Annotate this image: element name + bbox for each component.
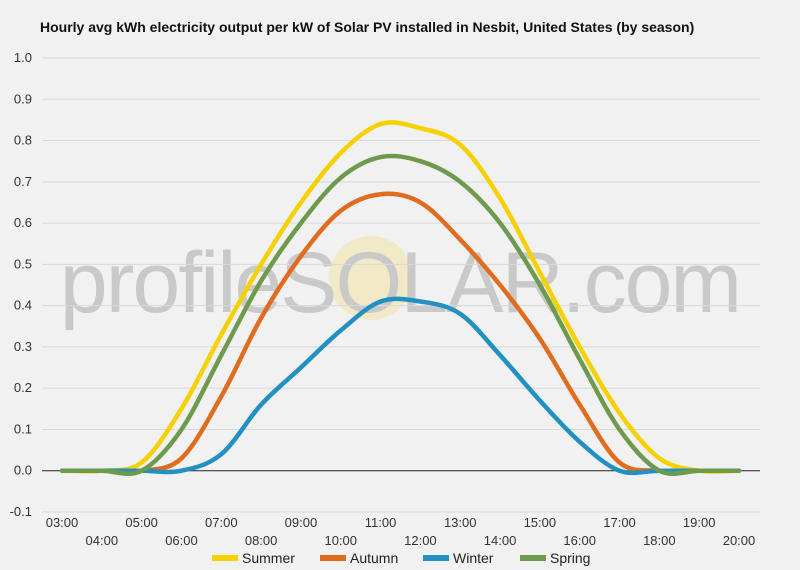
x-tick-label: 19:00 (683, 515, 716, 530)
y-tick-label: 0.3 (14, 339, 32, 354)
axes: -0.1 0.0 0.1 0.2 0.3 0.4 0.5 0.6 0.7 0.8 0.9 1.0 03:… (10, 50, 756, 548)
y-tick-label: 0.0 (14, 463, 32, 478)
x-tick-label: 11:00 (365, 515, 397, 530)
x-tick-label: 16:00 (563, 533, 596, 548)
series-line-summer (59, 120, 742, 474)
x-tick-label: 08:00 (245, 533, 278, 548)
x-tick-label: 05:00 (125, 515, 158, 530)
y-tick-label: 0.4 (14, 298, 32, 313)
series-line-winter (59, 296, 742, 476)
x-tick-label: 12:00 (404, 533, 437, 548)
y-tick-label: 0.6 (14, 215, 32, 230)
legend-label-spring: Spring (550, 550, 590, 566)
y-tick-label: 0.7 (14, 174, 32, 189)
y-tick-label: -0.1 (10, 504, 32, 519)
x-tick-label: 18:00 (643, 533, 676, 548)
x-tick-label: 09:00 (285, 515, 318, 530)
legend-swatch-summer (212, 555, 238, 561)
series (59, 120, 742, 476)
legend-label-winter: Winter (453, 550, 494, 566)
x-tick-label: 04:00 (86, 533, 119, 548)
y-tick-label: 0.5 (14, 256, 32, 271)
x-tick-label: 03:00 (46, 515, 79, 530)
x-tick-label: 13:00 (444, 515, 477, 530)
x-tick-label: 06:00 (165, 533, 198, 548)
x-tick-label: 14:00 (484, 533, 517, 548)
legend-swatch-winter (423, 555, 449, 561)
legend-swatch-autumn (320, 555, 346, 561)
y-tick-label: 0.2 (14, 380, 32, 395)
x-tick-label: 17:00 (603, 515, 636, 530)
series-line-autumn (59, 191, 742, 474)
series-line-spring (59, 153, 742, 476)
legend: Summer Autumn Winter Spring (212, 550, 590, 566)
y-tick-label: 0.9 (14, 91, 32, 106)
y-tick-label: 1.0 (14, 50, 32, 65)
x-tick-label: 20:00 (723, 533, 756, 548)
watermark: profileSOLAR.com (60, 235, 742, 331)
x-tick-label: 10:00 (324, 533, 357, 548)
legend-label-autumn: Autumn (350, 550, 398, 566)
y-tick-label: 0.1 (14, 421, 32, 436)
y-tick-label: 0.8 (14, 133, 32, 148)
x-tick-label: 07:00 (205, 515, 238, 530)
watermark-text: profileSOLAR.com (60, 235, 740, 331)
legend-label-summer: Summer (242, 550, 295, 566)
chart-title: Hourly avg kWh electricity output per kW… (40, 19, 695, 35)
x-tick-label: 15:00 (524, 515, 557, 530)
legend-swatch-spring (520, 555, 546, 561)
